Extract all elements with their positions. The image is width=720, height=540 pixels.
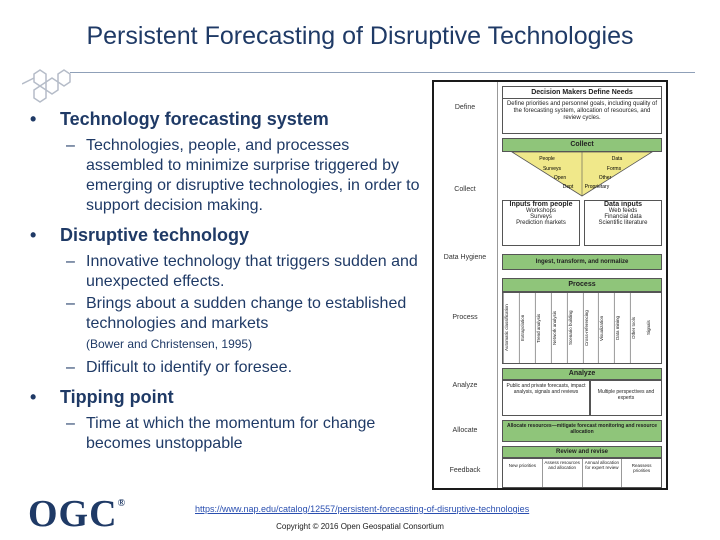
process-tool: Data mining xyxy=(614,293,631,363)
funnel-label: Other xyxy=(599,175,612,181)
sub-bullet-sudden-change: – Brings about a sudden change to establi… xyxy=(66,295,407,332)
process-tool: Scenario building xyxy=(566,293,583,363)
feedback-item: Assess resources and allocation xyxy=(543,459,583,487)
process-tool: Cross-referencing xyxy=(582,293,599,363)
process-tool: Trend analysis xyxy=(534,293,551,363)
slide-title: Persistent Forecasting of Disruptive Tec… xyxy=(86,22,634,50)
stage-allocate-label: Allocate xyxy=(452,427,478,434)
collect-box: Collect xyxy=(502,138,662,152)
funnel-label: Forms xyxy=(607,166,622,172)
bullet-tipping-point: Tipping point xyxy=(30,386,430,408)
process-box: Process xyxy=(502,278,662,292)
citation: (Bower and Christensen, 1995) xyxy=(86,337,253,351)
copyright-text: Copyright © 2016 Open Geospatial Consort… xyxy=(276,522,444,531)
feedback-row: New priorities Assess resources and allo… xyxy=(502,458,662,488)
hexagon-logo-icon xyxy=(22,69,71,103)
analyze-forecasts: Public and private forecasts, impact ana… xyxy=(502,380,590,416)
process-tool: Network analysis xyxy=(550,293,567,363)
data-inputs-box: Data inputs Web feeds Financial data Sci… xyxy=(584,200,662,246)
define-box: Decision Makers Define Needs Define prio… xyxy=(502,86,662,134)
inputs-from-people-box: Inputs from people Workshops Surveys Pre… xyxy=(502,200,580,246)
ingest-box: Ingest, transform, and normalize xyxy=(502,254,662,270)
stage-analyze-label: Analyze xyxy=(452,382,478,389)
analyze-box: Analyze xyxy=(502,368,662,380)
bullet-disruptive-technology: Disruptive technology xyxy=(30,224,430,246)
stage-data-hygiene-label: Data Hygiene xyxy=(443,254,487,261)
funnel-label: People xyxy=(539,156,555,162)
stage-labels: Define Collect Data Hygiene Process Anal… xyxy=(434,82,498,488)
process-tool: Other tools xyxy=(630,293,647,363)
process-tool: Signals xyxy=(646,320,652,336)
feedback-item: New priorities xyxy=(503,459,543,487)
funnel-label: Data xyxy=(612,156,623,162)
stage-collect-label: Collect xyxy=(454,186,476,193)
process-tool: Automatic classification xyxy=(503,293,519,363)
funnel-label: Surveys xyxy=(543,166,562,172)
funnel-label: Proprietary xyxy=(585,184,610,190)
feedback-item: Reassess priorities xyxy=(631,463,652,473)
sub-bullet-momentum: – Time at which the momentum for change b… xyxy=(66,415,376,452)
process-tools: Automatic classification Extrapolation T… xyxy=(502,292,662,364)
forecasting-system-diagram: Define Collect Data Hygiene Process Anal… xyxy=(432,80,668,490)
bullet-list: Technology forecasting system –Technolog… xyxy=(30,108,430,454)
ogc-logo: OGC® xyxy=(28,493,127,535)
funnel-label: Dept xyxy=(563,184,574,190)
title-divider xyxy=(70,72,695,73)
bullet-technology-forecasting: Technology forecasting system xyxy=(30,108,430,130)
feedback-item: Annual allocation for expert review xyxy=(583,459,623,487)
analyze-perspectives: Multiple perspectives and experts xyxy=(590,380,662,416)
collect-funnel: People Data Surveys Forms Open Other Dep… xyxy=(511,152,653,197)
source-link[interactable]: https://www.nap.edu/catalog/12557/persis… xyxy=(195,504,530,514)
process-tool: Extrapolation xyxy=(518,293,535,363)
sub-bullet-definition: – Technologies, people, and processes ass… xyxy=(66,137,420,214)
stage-feedback-label: Feedback xyxy=(449,467,481,474)
sub-bullet-difficult: – Difficult to identify or foresee. xyxy=(66,359,293,376)
allocate-box: Allocate resources—mitigate forecast mon… xyxy=(502,420,662,442)
review-box: Review and revise xyxy=(502,446,662,458)
sub-bullet-innovative: – Innovative technology that triggers sud… xyxy=(66,253,418,290)
stage-define-label: Define xyxy=(454,104,476,111)
process-tool: Visualization xyxy=(598,293,615,363)
stage-process-label: Process xyxy=(452,314,478,321)
funnel-label: Open xyxy=(554,175,566,181)
